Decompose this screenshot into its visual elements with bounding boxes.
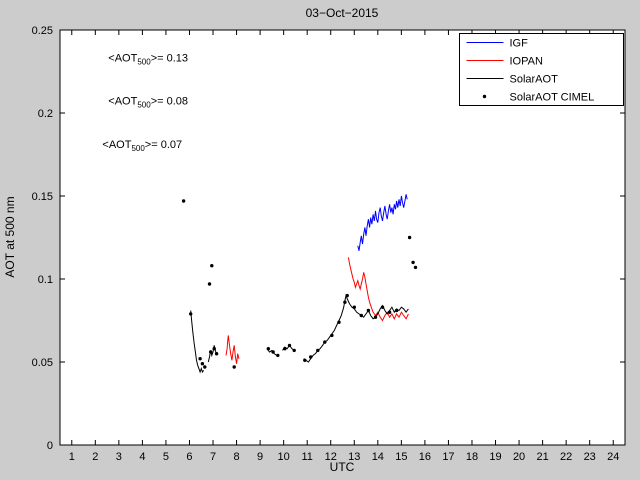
data-point bbox=[189, 312, 193, 316]
series-solaraot-cimel bbox=[181, 199, 418, 369]
x-tick-label: 3 bbox=[116, 451, 122, 463]
legend-label-2: SolarAOT bbox=[510, 74, 559, 86]
x-tick-label: 1 bbox=[69, 451, 75, 463]
x-tick-label: 17 bbox=[442, 451, 454, 463]
series-igf bbox=[357, 194, 408, 251]
y-tick-label: 0.25 bbox=[32, 25, 53, 37]
x-tick-label: 20 bbox=[513, 451, 525, 463]
data-point bbox=[214, 352, 219, 356]
data-point bbox=[345, 293, 349, 298]
x-tick-label: 23 bbox=[584, 451, 596, 463]
data-line bbox=[347, 257, 409, 322]
y-axis-label: AOT at 500 nm bbox=[3, 196, 17, 277]
x-tick-label: 24 bbox=[607, 451, 619, 463]
data-point bbox=[316, 348, 320, 353]
data-line bbox=[266, 348, 277, 356]
legend-label-1: IOPAN bbox=[510, 56, 543, 68]
series-iopan bbox=[225, 257, 409, 364]
x-tick-label: 15 bbox=[395, 451, 407, 463]
data-point bbox=[232, 365, 236, 369]
x-axis-label: UTC bbox=[330, 460, 355, 474]
x-tick-label: 13 bbox=[348, 451, 360, 463]
x-tick-label: 21 bbox=[536, 451, 548, 463]
y-tick-label: 0.15 bbox=[32, 191, 53, 203]
data-line bbox=[190, 310, 205, 374]
data-point bbox=[407, 235, 412, 240]
y-tick-label: 0.2 bbox=[38, 108, 53, 120]
data-point bbox=[287, 343, 292, 348]
data-line bbox=[225, 335, 240, 364]
data-point bbox=[343, 300, 347, 304]
x-tick-label: 10 bbox=[278, 451, 290, 463]
data-point bbox=[203, 365, 207, 369]
data-point bbox=[411, 260, 415, 265]
legend-marker-3 bbox=[482, 94, 487, 99]
data-point bbox=[366, 308, 371, 313]
x-tick-label: 8 bbox=[234, 451, 240, 463]
annotation-1: <AOT500>= 0.08 bbox=[108, 96, 188, 110]
x-tick-label: 5 bbox=[163, 451, 169, 463]
data-point bbox=[373, 315, 378, 319]
data-point bbox=[380, 305, 385, 309]
x-tick-label: 11 bbox=[301, 451, 312, 463]
data-point bbox=[181, 199, 186, 203]
y-tick-label: 0 bbox=[47, 440, 53, 452]
data-point bbox=[352, 305, 356, 309]
data-point bbox=[276, 353, 280, 358]
data-point bbox=[394, 308, 399, 313]
legend-box bbox=[459, 33, 624, 106]
data-point bbox=[303, 358, 307, 362]
x-tick-label: 6 bbox=[186, 451, 192, 463]
data-point bbox=[323, 340, 327, 344]
x-tick-label: 2 bbox=[92, 451, 98, 463]
x-tick-label: 19 bbox=[489, 451, 501, 463]
x-tick-label: 14 bbox=[372, 451, 384, 463]
y-tick-label: 0.05 bbox=[32, 357, 53, 369]
data-point bbox=[359, 313, 363, 318]
data-point bbox=[209, 350, 213, 354]
data-point bbox=[413, 265, 418, 270]
annotation-0: <AOT500>= 0.13 bbox=[108, 53, 188, 67]
x-tick-label: 12 bbox=[325, 451, 337, 463]
legend-label-3: SolarAOT CIMEL bbox=[510, 92, 595, 104]
data-point bbox=[210, 264, 214, 268]
data-point bbox=[271, 350, 275, 354]
data-point bbox=[309, 355, 313, 359]
axes-box bbox=[59, 29, 626, 446]
data-point bbox=[337, 320, 341, 324]
annotation-2: <AOT500>= 0.07 bbox=[102, 139, 182, 153]
x-tick-label: 22 bbox=[560, 451, 572, 463]
data-point bbox=[207, 282, 212, 286]
data-point bbox=[330, 333, 334, 338]
x-tick-label: 18 bbox=[466, 451, 478, 463]
data-point bbox=[292, 348, 296, 353]
x-tick-label: 9 bbox=[257, 451, 263, 463]
data-point bbox=[212, 347, 216, 351]
plot-root: 1 2 3 4 5 6 7 8 9 10 11 12 13 14 15 16 17 18 19 20 21 22 23 240… bbox=[32, 25, 626, 463]
y-tick-label: 0.1 bbox=[38, 274, 53, 286]
data-point bbox=[200, 362, 205, 366]
legend: IGF IOPAN SolarAOT SolarAOT CIMEL bbox=[459, 33, 624, 106]
chart-title: 03−Oct−2015 bbox=[306, 6, 379, 20]
x-tick-label: 7 bbox=[210, 451, 216, 463]
data-point bbox=[198, 357, 202, 361]
x-tick-label: 16 bbox=[419, 451, 431, 463]
legend-label-0: IGF bbox=[510, 38, 529, 50]
data-point bbox=[266, 347, 270, 351]
data-point bbox=[387, 310, 392, 314]
data-line bbox=[357, 194, 408, 251]
data-point bbox=[283, 347, 287, 351]
x-tick-label: 4 bbox=[139, 451, 145, 463]
